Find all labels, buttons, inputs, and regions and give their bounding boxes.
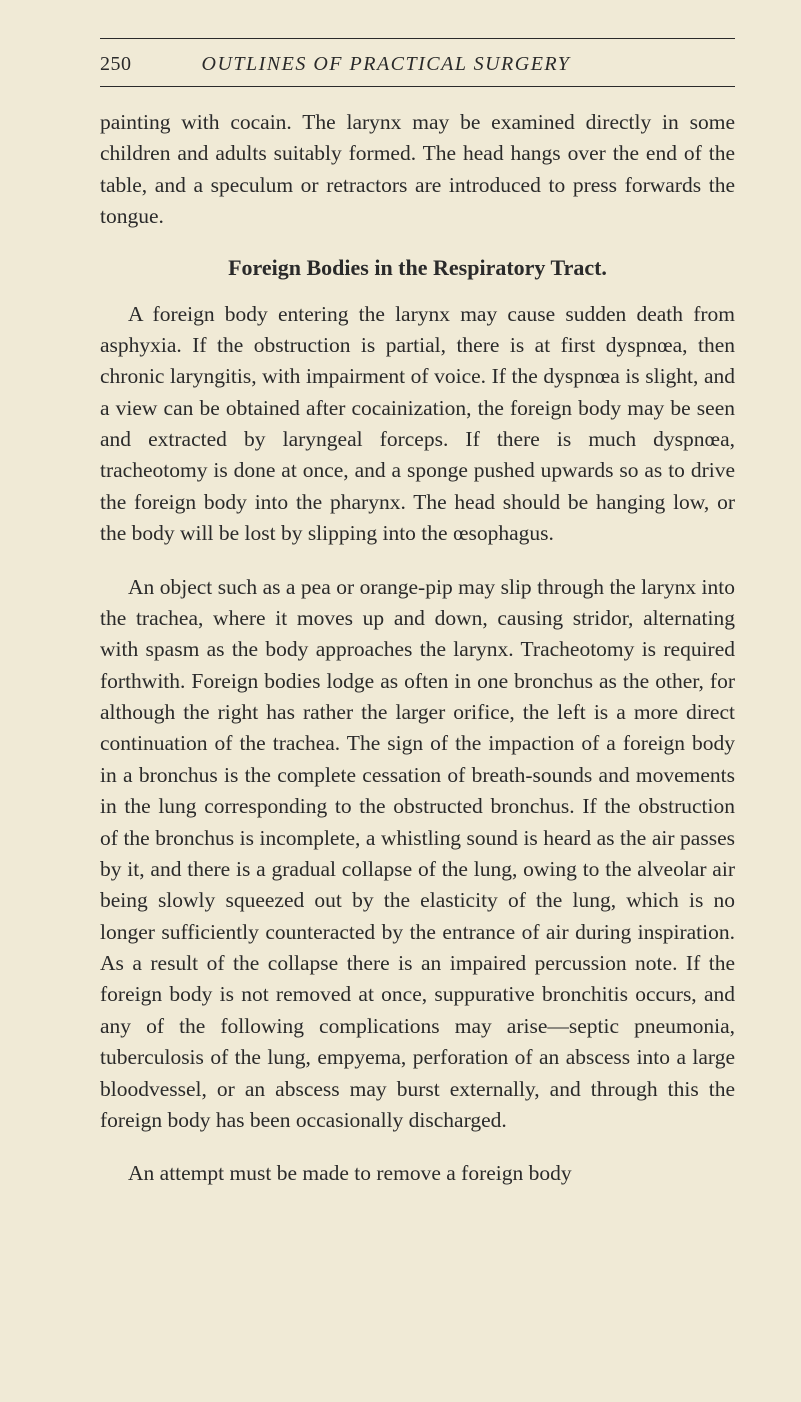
paragraph-1: A foreign body entering the larynx may c…: [100, 299, 735, 550]
mid-rule: [100, 86, 735, 87]
running-head: OUTLINES OF PRACTICAL SURGERY: [202, 53, 571, 76]
paragraph-3: An attempt must be made to remove a fore…: [100, 1158, 735, 1189]
page-number: 250: [100, 53, 132, 76]
top-rule: [100, 38, 735, 39]
page-header: 250 OUTLINES OF PRACTICAL SURGERY: [100, 53, 735, 76]
paragraph-2: An object such as a pea or orange-pip ma…: [100, 572, 735, 1137]
intro-paragraph: painting with cocain. The larynx may be …: [100, 107, 735, 233]
page-container: 250 OUTLINES OF PRACTICAL SURGERY painti…: [100, 38, 735, 1190]
section-heading: Foreign Bodies in the Respiratory Tract.: [100, 255, 735, 281]
